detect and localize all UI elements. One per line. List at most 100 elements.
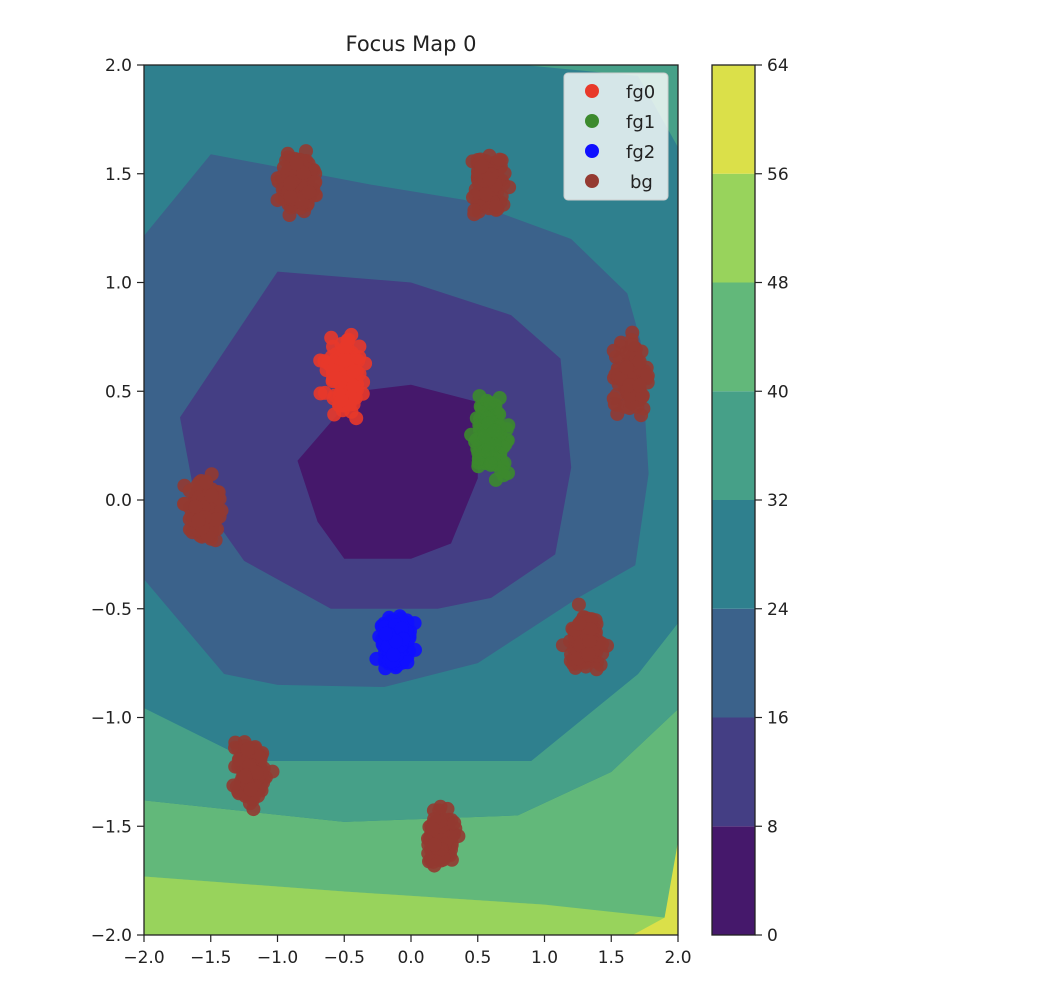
point-bg [572,616,587,631]
colorbar-axis: 0 8 16 24 32 40 48 56 64 [755,56,789,946]
point-fg2 [408,642,422,657]
point-bg [427,837,442,852]
colorbar-band-40-48 [712,282,755,392]
colorbar-band-24-32 [712,500,755,609]
point-fg0 [340,333,355,348]
y-tick-label: 0.0 [105,491,132,511]
x-tick-label: −1.0 [257,948,298,968]
y-tick-label: 1.5 [105,165,132,185]
point-bg [308,175,323,190]
cluster-fg0-0 [313,327,373,426]
x-axis: −2.0 −1.5 −1.0 −0.5 0.0 0.5 1.0 1.5 2.0 [123,935,692,968]
point-fg0 [337,353,352,368]
colorbar-tick-label: 56 [767,165,789,185]
point-bg [191,513,206,528]
point-bg [243,782,258,797]
legend-label-fg2: fg2 [626,142,655,163]
point-bg [289,156,304,171]
point-bg [177,497,191,511]
legend-label-fg1: fg1 [626,112,655,133]
point-bg [589,662,604,677]
y-tick-label: −2.0 [91,926,132,946]
point-fg0 [313,386,328,401]
x-tick-label: 0.5 [464,948,491,968]
point-bg [479,187,493,202]
point-bg [425,821,440,836]
point-bg [447,815,462,830]
point-fg0 [346,379,361,394]
cluster-bg-6 [421,799,466,873]
colorbar-tick-label: 16 [767,709,789,729]
x-tick-label: −1.5 [190,948,231,968]
colorbar-band-48-56 [712,173,755,283]
legend-marker-bg [585,174,599,188]
cluster-fg2-0 [369,609,422,676]
contour-band-48-56-lower [144,841,678,931]
x-tick-label: 2.0 [664,948,691,968]
point-fg0 [346,364,361,379]
point-bg [204,488,219,503]
point-bg [489,199,503,214]
legend-label-fg0: fg0 [626,82,655,103]
point-bg [571,597,586,612]
cluster-bg-3 [177,467,229,548]
point-bg [625,337,640,352]
point-fg1 [483,395,498,410]
point-bg [474,159,489,174]
legend: fg0 fg1 fg2 bg [563,72,669,201]
point-fg0 [349,411,364,426]
point-fg0 [327,407,342,422]
colorbar-band-32-40 [712,391,755,500]
point-bg [276,160,291,175]
point-bg [238,769,253,784]
contour-fill [144,65,678,935]
point-bg [632,378,647,393]
cluster-bg-0 [270,144,323,222]
x-tick-label: −2.0 [123,948,164,968]
point-bg [497,166,512,181]
cluster-bg-4 [555,597,614,677]
point-bg [188,499,203,514]
colorbar-tick-label: 64 [767,56,789,76]
colorbar-band-56-64 [712,65,755,174]
point-bg [199,475,214,490]
colorbar-tick-label: 40 [767,382,789,402]
point-fg2 [388,634,403,649]
point-bg [226,778,241,793]
colorbar-tick-label: 8 [767,817,778,837]
point-bg [249,765,264,780]
legend-marker-fg0 [585,84,599,98]
point-fg0 [334,393,349,408]
colorbar-tick-label: 48 [767,274,789,294]
legend-marker-fg1 [585,114,599,128]
cluster-bg-2 [606,325,655,423]
y-axis: −2.0 −1.5 −1.0 −0.5 0.0 0.5 1.0 1.5 2.0 [91,56,144,946]
point-fg2 [400,655,415,670]
point-fg1 [487,423,502,438]
contour-band-40-48 [144,709,678,918]
colorbar-band-8-16 [712,717,755,827]
point-bg [296,165,311,180]
point-fg0 [352,339,367,354]
point-bg [492,152,507,167]
point-bg [467,207,482,222]
point-fg0 [328,370,343,385]
point-bg [640,368,655,383]
point-bg [302,185,316,200]
cluster-bg-1 [465,148,517,222]
point-bg [632,354,647,369]
point-bg [209,512,223,527]
point-fg1 [483,456,498,471]
colorbar: 0 8 16 24 32 40 48 56 64 [711,56,789,946]
cluster-fg1-0 [464,389,516,487]
colorbar-bands [712,65,755,935]
point-bg [581,647,596,662]
point-fg1 [494,464,509,479]
x-tick-label: 1.5 [598,948,625,968]
contour-band-56-64-corner [632,841,678,935]
point-bg [622,378,637,393]
point-fg2 [369,651,384,666]
y-tick-label: −0.5 [91,600,132,620]
y-tick-label: −1.5 [91,817,132,837]
